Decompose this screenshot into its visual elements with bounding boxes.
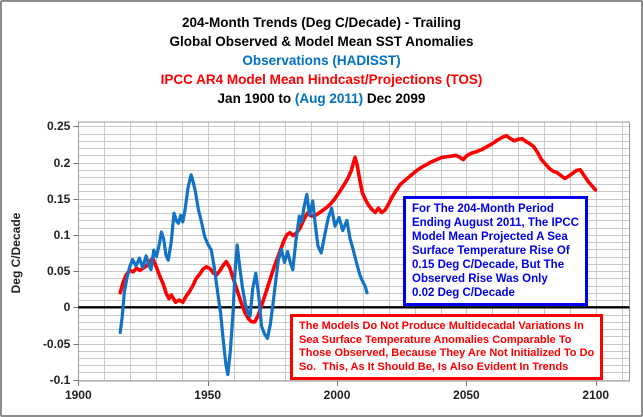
y-tick-label: -0.1 [49,372,71,387]
plot-border [77,121,630,382]
y-tick-label: -0.05 [42,336,71,351]
annotation-line: For The 204-Month Period [412,203,554,215]
chart-title-line-5-date-range: Jan 1900 to (Aug 2011) Dec 2099 [2,89,641,108]
y-tick-label: 0 [63,300,71,315]
annotation-line: Surface Temperature Rise Of [412,245,570,257]
x-tick-label: 1950 [194,388,221,402]
observed-series-line [118,173,369,377]
axis-ticks [73,126,597,386]
chart-title: 204-Month Trends (Deg C/Decade) - Traili… [2,13,641,108]
model-series-line [118,133,598,324]
title-date-highlight: (Aug 2011) [294,91,364,106]
y-tick-label: 0.05 [46,264,71,279]
y-tick-label: 0.15 [46,191,71,206]
annotation-line: Model Mean Projected A Sea [412,231,568,243]
y-axis-title: Deg C/Decade [9,212,23,294]
x-tick-label: 2050 [453,388,480,402]
annotation-line: Observed Rise Was Only [412,273,548,285]
annotation-line: Ending August 2011, The IPCC [412,217,579,229]
y-tick-label: 0.25 [46,119,71,134]
x-tick-label: 2100 [582,388,610,402]
x-tick-label: 2000 [323,388,351,402]
y-tick-label: 0.1 [53,227,71,242]
annotation-line: The Models Do Not Produce Multidecadal V… [299,320,584,332]
annotation-line: Sea Surface Temperature Anomalies Compar… [299,333,572,346]
chart-title-line-2: Global Observed & Model Mean SST Anomali… [169,34,474,49]
chart-title-line-1: 204-Month Trends (Deg C/Decade) - Traili… [181,15,462,30]
chart-title-line-4-model: IPCC AR4 Model Mean Hindcast/Projections… [160,72,483,87]
annotation-line: Those Observed, Because They Are Not Ini… [299,347,595,359]
x-tick-label: 1900 [64,388,92,402]
annotation-line: 0.15 Deg C/Decade, But The [412,259,565,271]
annotation-line: 0.02 Deg C/Decade [412,287,515,299]
y-tick-label: 0.2 [53,155,71,170]
chart-title-line-3-observations: Observations (HADISST) [242,53,401,68]
model-variability-annotation: The Models Do Not Produce Multidecadal V… [290,314,604,380]
trend-comparison-annotation: For The 204-Month Period Ending August 20… [403,196,588,306]
annotation-line: So. This, As It Should Be, Is Also Evide… [299,360,569,373]
title-date-range-start: Jan 1900 to [217,91,295,106]
title-date-range-end: Dec 2099 [363,91,426,106]
